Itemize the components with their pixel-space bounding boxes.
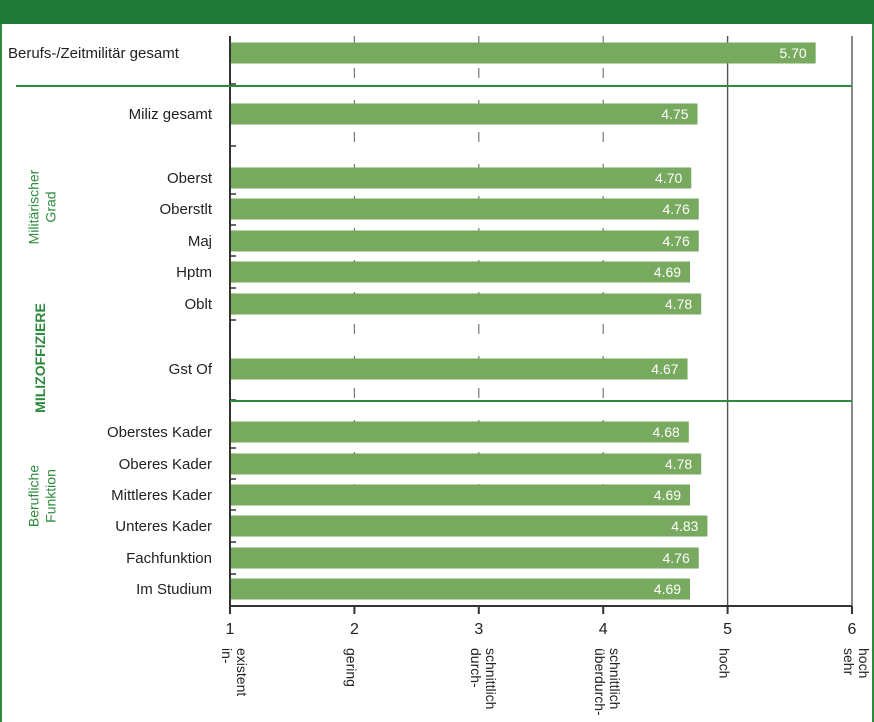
group-label-line: MILIZOFFIZIERE — [32, 303, 48, 413]
bar-value-label: 4.83 — [671, 518, 698, 534]
x-tick-label: 2 — [350, 621, 359, 638]
category-label: Gst Of — [169, 361, 213, 378]
x-tick-description: überdurch-schnittlich — [592, 648, 623, 716]
category-label: Oberstlt — [159, 201, 212, 218]
bar — [231, 358, 688, 380]
bar-value-label: 4.69 — [654, 581, 681, 597]
group-label-line: Berufliche — [26, 465, 42, 527]
x-tick-description-line: schnittlich — [607, 648, 623, 709]
x-tick-description-line: durch- — [468, 648, 484, 688]
bar-value-label: 4.67 — [651, 361, 678, 377]
group-label: Berufliche Funktion — [26, 465, 59, 527]
category-label: Fachfunktion — [126, 550, 212, 567]
bar — [231, 421, 689, 443]
x-tick-description-line: hoch — [717, 648, 733, 678]
x-tick-description: sehr hoch — [841, 648, 872, 678]
group-label-line: Funktion — [43, 469, 59, 523]
category-label: Oberstes Kader — [107, 424, 212, 441]
bar-value-label: 4.68 — [653, 424, 680, 440]
bar-value-label: 4.75 — [661, 106, 688, 122]
bar-value-label: 4.76 — [662, 550, 689, 566]
bar-value-label: 4.69 — [654, 487, 681, 503]
x-tick-label: 5 — [723, 621, 732, 638]
group-label-line: Grad — [43, 191, 59, 222]
bar — [231, 42, 816, 64]
group-label-line: Militärischer — [26, 169, 42, 244]
x-tick-label: 4 — [599, 621, 608, 638]
x-tick-description: durch-schnittlich — [468, 648, 499, 709]
group-label: Militärischer Grad — [26, 169, 59, 244]
x-tick-description: gering — [343, 648, 359, 687]
category-label: Hptm — [176, 264, 212, 281]
category-label: Maj — [188, 233, 212, 250]
bar — [231, 547, 699, 569]
category-label: Oberes Kader — [119, 456, 212, 473]
x-tick-description-line: schnittlich — [483, 648, 499, 709]
x-tick-label: 6 — [848, 621, 857, 638]
group-label: MILIZOFFIZIERE — [32, 303, 48, 413]
category-label: Oblt — [184, 296, 212, 313]
bar — [231, 515, 708, 537]
header-banner — [0, 0, 874, 24]
bar — [231, 167, 692, 189]
bar-value-label: 5.70 — [779, 45, 806, 61]
x-tick-description-line: sehr — [841, 648, 857, 676]
category-label: Oberst — [167, 170, 213, 187]
category-label: Miliz gesamt — [129, 106, 213, 123]
x-tick-description: in-existent — [219, 648, 250, 696]
bar-value-label: 4.70 — [655, 170, 682, 186]
bar — [231, 230, 699, 252]
x-tick-description-line: in- — [219, 648, 235, 664]
bar — [231, 293, 702, 315]
x-tick-description: hoch — [717, 648, 733, 678]
category-label: Unteres Kader — [115, 518, 212, 535]
bar — [231, 198, 699, 220]
bar — [231, 261, 691, 283]
x-tick-description-line: überdurch- — [592, 648, 608, 716]
bar — [231, 578, 691, 600]
bar — [231, 484, 691, 506]
bar-value-label: 4.76 — [662, 201, 689, 217]
bar-value-label: 4.76 — [662, 233, 689, 249]
x-tick-label: 3 — [474, 621, 483, 638]
bar — [231, 103, 698, 125]
category-label: Im Studium — [136, 581, 212, 598]
bar — [231, 453, 702, 475]
x-tick-description-line: existent — [234, 648, 250, 696]
bar-value-label: 4.78 — [665, 296, 692, 312]
x-tick-description-line: gering — [343, 648, 359, 687]
bar-value-label: 4.78 — [665, 456, 692, 472]
category-label: Mittleres Kader — [111, 487, 212, 504]
x-tick-description-line: hoch — [856, 648, 872, 678]
bar-value-label: 4.69 — [654, 264, 681, 280]
x-tick-label: 1 — [226, 621, 235, 638]
category-label: Berufs-/Zeitmilitär gesamt — [8, 45, 180, 62]
